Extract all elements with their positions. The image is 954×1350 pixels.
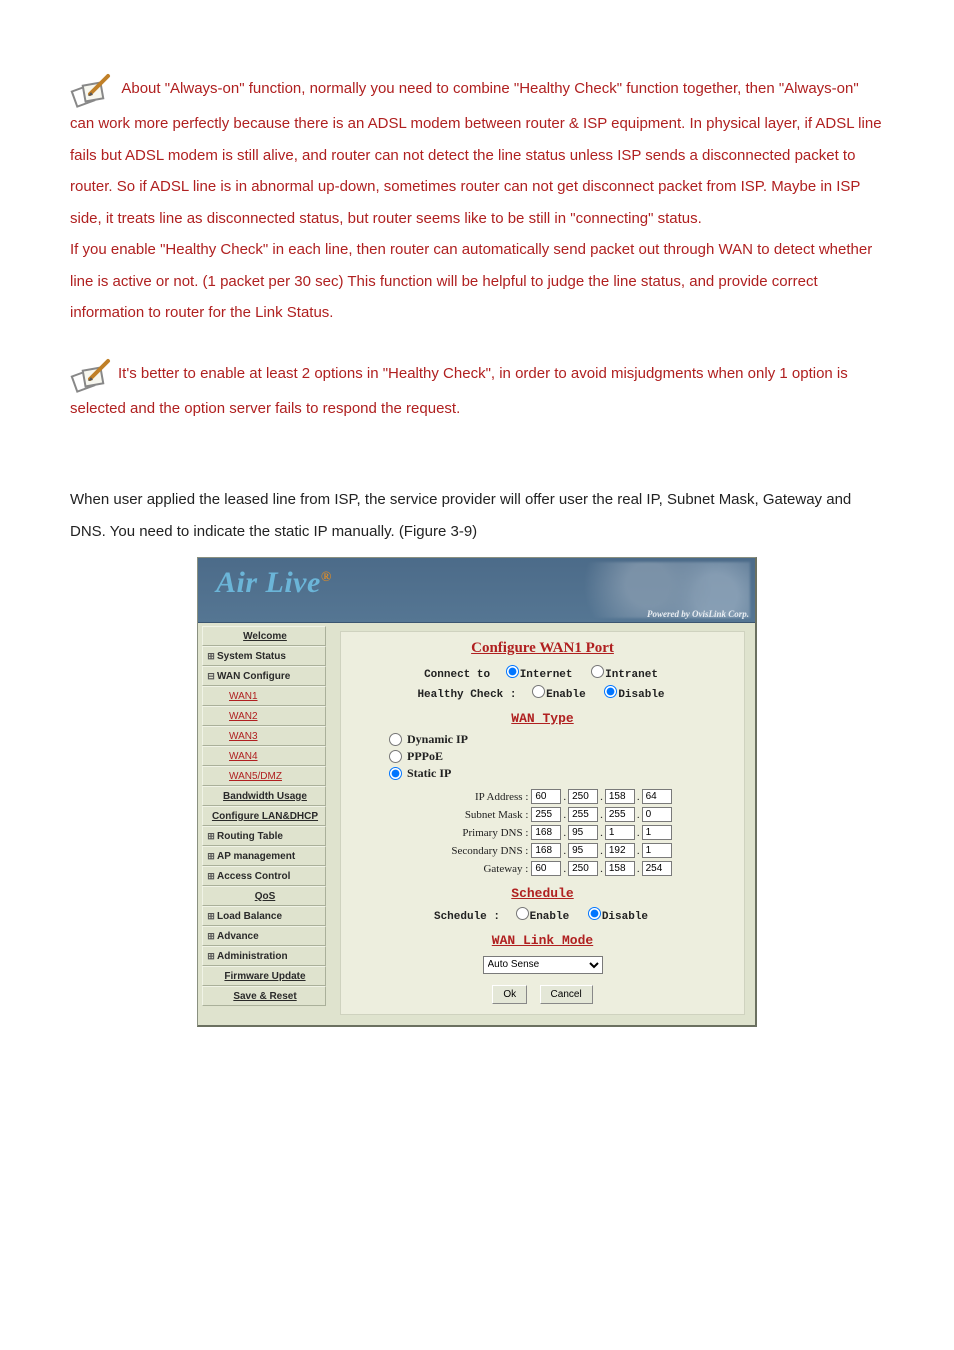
sidebar-item-wan5-dmz[interactable]: WAN5/DMZ — [202, 766, 326, 786]
radio-pppoe[interactable]: PPPoE — [389, 749, 736, 764]
sidebar-item-administration[interactable]: ⊞Administration — [202, 946, 326, 966]
expand-icon: ⊞ — [205, 831, 217, 842]
expand-icon: ⊞ — [205, 871, 217, 882]
section-wan-type: WAN Type — [349, 711, 736, 726]
sidebar-item-access-control[interactable]: ⊞Access Control — [202, 866, 326, 886]
main-panel: Configure WAN1 Port Connect to Internet … — [330, 623, 755, 1025]
sidebar-item-wan2[interactable]: WAN2 — [202, 706, 326, 726]
sidebar-item-firmware[interactable]: Firmware Update — [202, 966, 326, 986]
expand-icon: ⊞ — [205, 851, 217, 862]
ip-octet-4[interactable] — [642, 789, 672, 804]
sidebar-item-wan4[interactable]: WAN4 — [202, 746, 326, 766]
sidebar-item-routing[interactable]: ⊞Routing Table — [202, 826, 326, 846]
mask-octet-3[interactable] — [605, 807, 635, 822]
section-wan-link-mode: WAN Link Mode — [349, 933, 736, 948]
primary-dns-label: Primary DNS : — [413, 827, 528, 839]
note-icon — [70, 70, 114, 108]
ok-button[interactable]: Ok — [492, 985, 527, 1004]
secondary-dns-label: Secondary DNS : — [413, 845, 528, 857]
mask-octet-4[interactable] — [642, 807, 672, 822]
wan-link-mode-select[interactable]: Auto Sense — [483, 956, 603, 974]
dns2-octet-4[interactable] — [642, 843, 672, 858]
sidebar-item-system-status[interactable]: ⊞System Status — [202, 646, 326, 666]
expand-icon: ⊞ — [205, 651, 217, 662]
router-screenshot: Air Live® Powered by OvisLink Corp. Welc… — [197, 557, 757, 1027]
dns2-octet-3[interactable] — [605, 843, 635, 858]
radio-static-ip[interactable]: Static IP — [389, 766, 736, 781]
radio-hc-disable[interactable]: Disable — [598, 689, 664, 701]
dns1-octet-1[interactable] — [531, 825, 561, 840]
mask-octet-2[interactable] — [568, 807, 598, 822]
note1-paragraph1: About "Always-on" function, normally you… — [70, 80, 882, 227]
ip-address-label: IP Address : — [413, 791, 528, 803]
gw-octet-2[interactable] — [568, 861, 598, 876]
expand-icon: ⊞ — [205, 951, 217, 962]
schedule-row: Schedule : Enable Disable — [349, 907, 736, 923]
radio-schedule-enable[interactable]: Enable — [510, 911, 570, 923]
ip-octet-3[interactable] — [605, 789, 635, 804]
sidebar-item-lan-dhcp[interactable]: Configure LAN&DHCP — [202, 806, 326, 826]
logo: Air Live® — [216, 566, 332, 600]
note2-paragraph: It's better to enable at least 2 options… — [70, 364, 848, 416]
sidebar-item-load-balance[interactable]: ⊞Load Balance — [202, 906, 326, 926]
expand-icon: ⊞ — [205, 911, 217, 922]
healthy-check-row: Healthy Check : Enable Disable — [349, 685, 736, 701]
gw-octet-1[interactable] — [531, 861, 561, 876]
mask-octet-1[interactable] — [531, 807, 561, 822]
dns2-octet-2[interactable] — [568, 843, 598, 858]
sidebar-item-save-reset[interactable]: Save & Reset — [202, 986, 326, 1006]
radio-intranet[interactable]: Intranet — [585, 669, 658, 681]
radio-dynamic-ip[interactable]: Dynamic IP — [389, 732, 736, 747]
sidebar-item-qos[interactable]: QoS — [202, 886, 326, 906]
sidebar-item-wan1[interactable]: WAN1 — [202, 686, 326, 706]
radio-hc-enable[interactable]: Enable — [526, 689, 586, 701]
sidebar: Welcome ⊞System Status ⊟WAN Configure WA… — [198, 623, 330, 1025]
powered-by: Powered by OvisLink Corp. — [647, 609, 749, 619]
ip-octet-2[interactable] — [568, 789, 598, 804]
gw-octet-4[interactable] — [642, 861, 672, 876]
dns1-octet-4[interactable] — [642, 825, 672, 840]
gw-octet-3[interactable] — [605, 861, 635, 876]
sidebar-item-wan-configure[interactable]: ⊟WAN Configure — [202, 666, 326, 686]
sidebar-item-advance[interactable]: ⊞Advance — [202, 926, 326, 946]
gateway-label: Gateway : — [413, 863, 528, 875]
subnet-mask-label: Subnet Mask : — [413, 809, 528, 821]
screenshot-header: Air Live® Powered by OvisLink Corp. — [198, 558, 755, 623]
page-title: Configure WAN1 Port — [349, 640, 736, 657]
radio-internet[interactable]: Internet — [500, 669, 573, 681]
section-schedule: Schedule — [349, 886, 736, 901]
cancel-button[interactable]: Cancel — [540, 985, 593, 1004]
dns2-octet-1[interactable] — [531, 843, 561, 858]
note1-paragraph2: If you enable "Healthy Check" in each li… — [70, 234, 884, 329]
expand-icon: ⊞ — [205, 931, 217, 942]
black-paragraph: When user applied the leased line from I… — [70, 484, 884, 547]
radio-schedule-disable[interactable]: Disable — [582, 911, 648, 923]
connect-to-row: Connect to Internet Intranet — [349, 665, 736, 681]
ip-octet-1[interactable] — [531, 789, 561, 804]
dns1-octet-2[interactable] — [568, 825, 598, 840]
collapse-icon: ⊟ — [205, 671, 217, 682]
sidebar-item-bandwidth[interactable]: Bandwidth Usage — [202, 786, 326, 806]
sidebar-item-wan3[interactable]: WAN3 — [202, 726, 326, 746]
sidebar-item-welcome[interactable]: Welcome — [202, 626, 326, 646]
note-icon — [70, 355, 114, 393]
sidebar-item-ap-management[interactable]: ⊞AP management — [202, 846, 326, 866]
dns1-octet-3[interactable] — [605, 825, 635, 840]
